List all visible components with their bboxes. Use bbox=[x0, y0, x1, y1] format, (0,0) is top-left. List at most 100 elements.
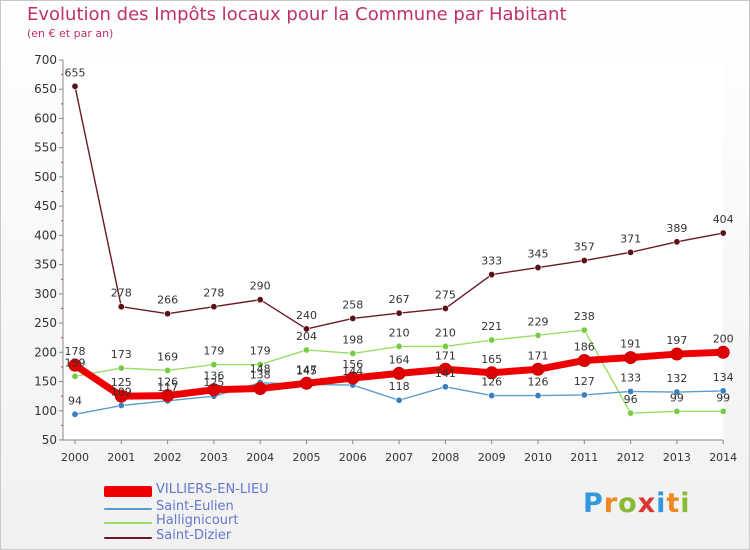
legend-label: Hallignicourt bbox=[156, 513, 239, 528]
x-tick-label: 2009 bbox=[478, 451, 506, 464]
data-label: 179 bbox=[203, 345, 224, 358]
data-point bbox=[164, 366, 172, 374]
data-label: 145 bbox=[296, 364, 317, 377]
data-label: 240 bbox=[296, 309, 317, 322]
data-point bbox=[580, 257, 588, 265]
legend-swatch bbox=[104, 508, 152, 510]
x-tick-label: 2005 bbox=[293, 451, 321, 464]
data-point bbox=[719, 387, 727, 395]
x-tick-label: 2007 bbox=[385, 451, 413, 464]
data-label: 125 bbox=[203, 376, 224, 389]
data-point bbox=[302, 325, 310, 333]
data-label: 200 bbox=[713, 332, 734, 345]
data-point bbox=[438, 362, 452, 376]
data-label: 144 bbox=[342, 365, 363, 378]
data-point bbox=[256, 361, 264, 369]
y-tick-label: 700 bbox=[34, 53, 57, 67]
data-point bbox=[349, 349, 357, 357]
data-point bbox=[580, 326, 588, 334]
data-label: 147 bbox=[296, 363, 317, 376]
data-point bbox=[534, 331, 542, 339]
data-point bbox=[117, 303, 125, 311]
data-label: 99 bbox=[670, 391, 684, 404]
data-point bbox=[627, 248, 635, 256]
data-label: 127 bbox=[574, 375, 595, 388]
data-label: 197 bbox=[666, 334, 687, 347]
logo-letter: t bbox=[666, 488, 681, 519]
data-point bbox=[207, 383, 221, 397]
data-label: 141 bbox=[435, 367, 456, 380]
data-label: 345 bbox=[528, 248, 549, 261]
data-label: 290 bbox=[250, 280, 271, 293]
x-tick-label: 2000 bbox=[61, 451, 89, 464]
data-point bbox=[627, 409, 635, 417]
x-tick-label: 2008 bbox=[431, 451, 459, 464]
data-label: 178 bbox=[65, 345, 86, 358]
y-tick-label: 150 bbox=[34, 375, 57, 389]
data-point bbox=[580, 391, 588, 399]
data-label: 173 bbox=[111, 348, 132, 361]
logo-letter: i bbox=[680, 488, 691, 519]
y-tick-label: 50 bbox=[42, 433, 57, 447]
data-label: 229 bbox=[528, 315, 549, 328]
y-tick-label: 450 bbox=[34, 199, 57, 213]
logo-letter: x bbox=[637, 488, 657, 519]
chart-subtitle: (en € et par an) bbox=[27, 27, 114, 40]
data-point bbox=[534, 264, 542, 272]
data-point bbox=[627, 387, 635, 395]
data-point bbox=[441, 304, 449, 312]
data-label: 258 bbox=[342, 298, 363, 311]
data-label: 96 bbox=[624, 393, 638, 406]
data-label: 655 bbox=[65, 66, 86, 79]
data-point bbox=[716, 345, 730, 359]
legend-swatch bbox=[104, 522, 152, 524]
data-point bbox=[673, 388, 681, 396]
data-label: 117 bbox=[157, 381, 178, 394]
data-label: 94 bbox=[68, 394, 82, 407]
data-label: 210 bbox=[435, 326, 456, 339]
data-point bbox=[673, 238, 681, 246]
y-tick-label: 250 bbox=[34, 316, 57, 330]
x-tick-label: 2013 bbox=[663, 451, 691, 464]
data-label: 357 bbox=[574, 241, 595, 254]
data-label: 179 bbox=[250, 345, 271, 358]
data-point bbox=[488, 271, 496, 279]
y-tick-label: 100 bbox=[34, 404, 57, 418]
y-tick-label: 550 bbox=[34, 141, 57, 155]
data-point bbox=[392, 366, 406, 380]
data-label: 132 bbox=[666, 372, 687, 385]
data-label: 165 bbox=[481, 353, 502, 366]
data-label: 198 bbox=[342, 333, 363, 346]
data-label: 404 bbox=[713, 213, 734, 226]
data-point bbox=[488, 336, 496, 344]
y-tick-label: 200 bbox=[34, 345, 57, 359]
data-label: 125 bbox=[111, 376, 132, 389]
x-tick-label: 2011 bbox=[570, 451, 598, 464]
data-label: 171 bbox=[435, 349, 456, 362]
data-point bbox=[577, 353, 591, 367]
data-point bbox=[161, 389, 175, 403]
x-tick-label: 2010 bbox=[524, 451, 552, 464]
data-point bbox=[719, 407, 727, 415]
data-point bbox=[210, 361, 218, 369]
data-point bbox=[256, 296, 264, 304]
data-label: 389 bbox=[666, 222, 687, 235]
y-tick-label: 350 bbox=[34, 258, 57, 272]
data-point bbox=[117, 402, 125, 410]
legend-label: VILLIERS-EN-LIEU bbox=[156, 482, 269, 497]
chart-title: Evolution des Impôts locaux pour la Comm… bbox=[27, 4, 567, 25]
logo-letter: o bbox=[618, 488, 638, 519]
y-tick-label: 600 bbox=[34, 111, 57, 125]
data-label: 238 bbox=[574, 310, 595, 323]
data-label: 169 bbox=[157, 350, 178, 363]
y-tick-label: 500 bbox=[34, 170, 57, 184]
data-label: 275 bbox=[435, 288, 456, 301]
data-point bbox=[210, 303, 218, 311]
data-label: 164 bbox=[389, 353, 410, 366]
data-label: 171 bbox=[528, 349, 549, 362]
data-label: 278 bbox=[111, 287, 132, 300]
data-point bbox=[719, 229, 727, 237]
y-tick-label: 400 bbox=[34, 228, 57, 242]
legend-label: Saint-Eulien bbox=[156, 499, 234, 514]
